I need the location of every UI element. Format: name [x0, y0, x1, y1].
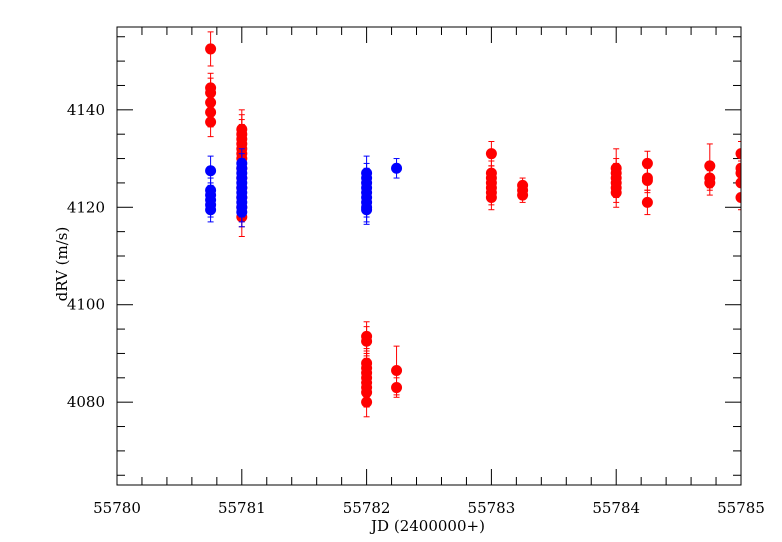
series-group	[205, 31, 741, 418]
x-tick-label: 55781	[218, 499, 266, 517]
data-point	[361, 335, 373, 347]
data-point	[704, 177, 716, 189]
data-point	[641, 174, 653, 186]
y-axis-title: dRV (m/s)	[53, 227, 71, 302]
data-point	[517, 189, 529, 201]
y-tick-label: 4100	[67, 296, 105, 314]
data-point	[205, 204, 217, 216]
series-0	[205, 31, 741, 418]
x-axis-title: JD (2400000+)	[369, 517, 485, 535]
y-tick-label: 4140	[67, 101, 105, 119]
data-point	[610, 187, 622, 199]
data-point	[391, 382, 403, 394]
series-layer	[205, 31, 741, 418]
data-point	[641, 196, 653, 208]
data-point	[391, 162, 403, 174]
x-tick-label: 55783	[468, 499, 516, 517]
data-point	[485, 148, 497, 160]
data-point	[361, 204, 373, 216]
y-tick-label: 4120	[67, 198, 105, 216]
data-point	[205, 43, 217, 55]
data-point	[236, 206, 248, 218]
plot-frame	[116, 26, 742, 486]
data-point	[205, 165, 217, 177]
x-tick-label: 55785	[717, 499, 765, 517]
tick-labels: 55780 55781 55782 55783 55784 55785 4080 4100 41…	[67, 101, 765, 517]
x-tick-label: 55784	[592, 499, 640, 517]
data-point	[361, 396, 373, 408]
axis-ticks	[116, 27, 742, 485]
data-point	[735, 192, 741, 204]
series-1	[205, 148, 403, 228]
data-point	[391, 365, 403, 376]
y-tick-label: 4080	[67, 393, 105, 411]
data-point	[205, 116, 217, 128]
x-tick-label: 55782	[343, 499, 391, 517]
x-tick-label: 55780	[93, 499, 141, 517]
data-point	[485, 192, 497, 204]
